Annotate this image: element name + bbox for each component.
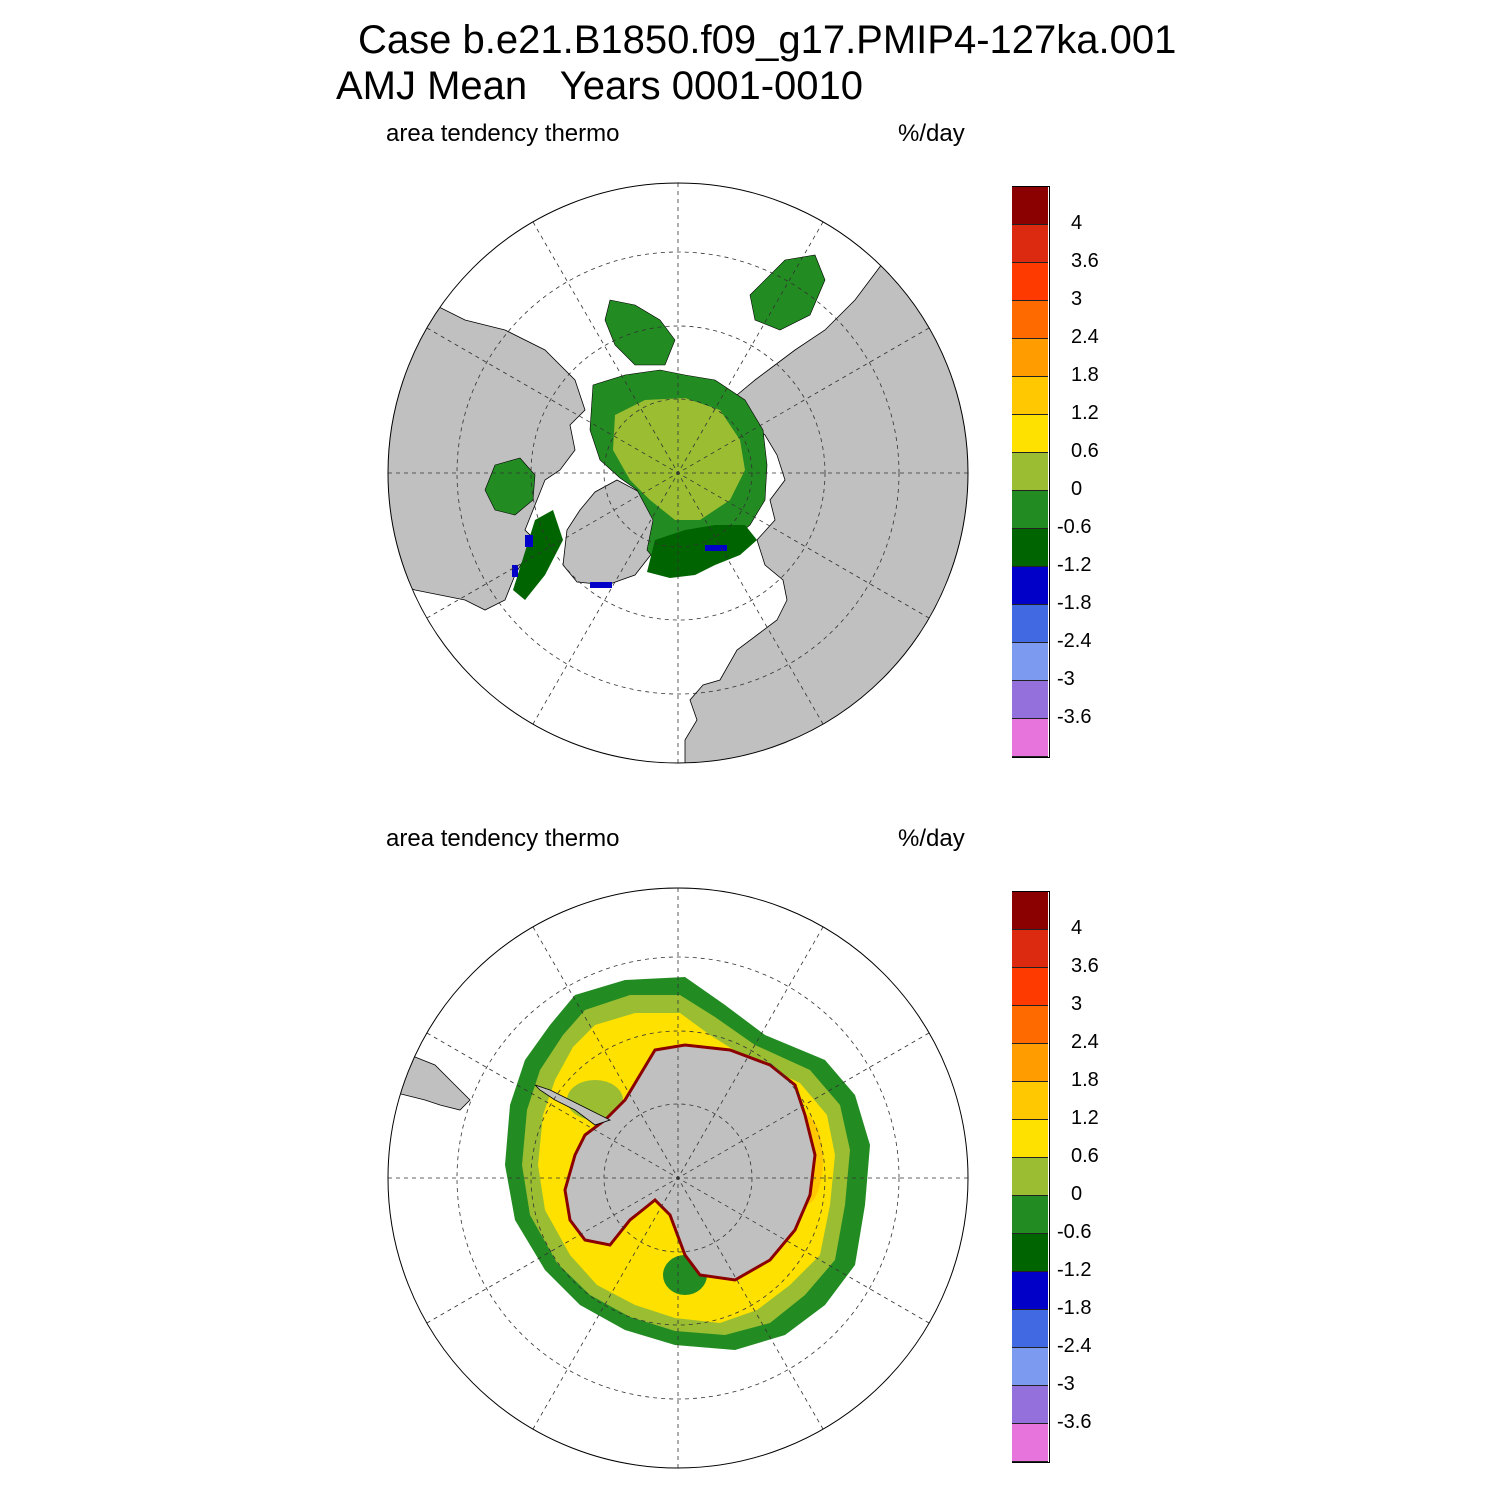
north-colorbar-swatch-11 [1012, 605, 1048, 643]
south-colorbar-swatch-14 [1012, 1424, 1048, 1462]
north-colorbar-label-0: 4 [1071, 212, 1083, 234]
south-colorbar-swatch-5 [1012, 1082, 1048, 1120]
north-colorbar-label-9: -1.2 [1057, 554, 1092, 576]
south-colorbar-swatch-8 [1012, 1196, 1048, 1234]
south-colorbar-label-0: 4 [1071, 917, 1083, 939]
north-colorbar-label-12: -3 [1057, 668, 1075, 690]
north-ice-baffin [513, 510, 563, 600]
north-colorbar-swatch-8 [1012, 491, 1048, 529]
south-colorbar-swatch-10 [1012, 1272, 1048, 1310]
south-colorbar-swatch-9 [1012, 1234, 1048, 1272]
north-colorbar-label-1: 3.6 [1071, 250, 1099, 272]
north-colorbar-label-6: 0.6 [1071, 440, 1099, 462]
south-colorbar-swatch-11 [1012, 1310, 1048, 1348]
south-colorbar-label-3: 2.4 [1071, 1031, 1099, 1053]
north-blue-spot-3 [705, 545, 727, 551]
south-colorbar-swatch-12 [1012, 1348, 1048, 1386]
north-colorbar-swatch-9 [1012, 529, 1048, 567]
north-blue-spot-4 [512, 565, 518, 577]
north-colorbar-swatch-7 [1012, 453, 1048, 491]
plot-title-line2: AMJ Mean Years 0001-0010 [336, 64, 864, 108]
south-colorbar-label-2: 3 [1071, 993, 1083, 1015]
south-colorbar-label-8: -0.6 [1057, 1221, 1092, 1243]
north-colorbar-label-13: -3.6 [1057, 706, 1092, 728]
south-colorbar-label-10: -1.8 [1057, 1297, 1092, 1319]
south-colorbar-label-11: -2.4 [1057, 1335, 1092, 1357]
north-land-north-america [388, 289, 586, 611]
north-ice-okhotsk [749, 254, 826, 331]
south-colorbar-label-9: -1.2 [1057, 1259, 1092, 1281]
north-colorbar-swatch-10 [1012, 567, 1048, 605]
north-colorbar-label-5: 1.2 [1071, 402, 1099, 424]
north-ice-interior [613, 398, 745, 520]
north-ice-edge [647, 525, 757, 578]
north-ice-hudson [484, 457, 536, 516]
north-colorbar-swatch-0 [1012, 187, 1048, 225]
north-colorbar-swatch-6 [1012, 415, 1048, 453]
south-colorbar-swatch-4 [1012, 1044, 1048, 1082]
north-colorbar-swatch-14 [1012, 719, 1048, 757]
north-colorbar-swatch-4 [1012, 339, 1048, 377]
north-colorbar-label-11: -2.4 [1057, 630, 1092, 652]
north-colorbar-label-2: 3 [1071, 288, 1083, 310]
north-colorbar-swatch-3 [1012, 301, 1048, 339]
north-polar-map [387, 182, 969, 764]
south-colorbar-swatch-1 [1012, 930, 1048, 968]
north-colorbar-label-3: 2.4 [1071, 326, 1099, 348]
panel-north-units-label: %/day [898, 120, 965, 147]
south-colorbar-swatch-0 [1012, 892, 1048, 930]
south-colorbar-label-5: 1.2 [1071, 1107, 1099, 1129]
north-graticule [388, 183, 968, 763]
south-colorbar-label-13: -3.6 [1057, 1411, 1092, 1433]
north-colorbar-swatch-2 [1012, 263, 1048, 301]
south-colorbar-swatch-6 [1012, 1120, 1048, 1158]
north-map-border [387, 182, 969, 764]
south-graticule [388, 888, 968, 1468]
south-map-border [387, 887, 969, 1469]
south-colorbar-swatch-3 [1012, 1006, 1048, 1044]
panel-north-variable-label: area tendency thermo [386, 120, 620, 147]
north-colorbar-swatch-1 [1012, 225, 1048, 263]
panel-south-units-label: %/day [898, 825, 965, 852]
north-colorbar-swatch-5 [1012, 377, 1048, 415]
south-colorbar-label-4: 1.8 [1071, 1069, 1099, 1091]
north-colorbar-label-4: 1.8 [1071, 364, 1099, 386]
south-land-peninsula [534, 1084, 612, 1126]
panel-south-variable-label: area tendency thermo [386, 825, 620, 852]
south-colorbar-label-7: 0 [1071, 1183, 1083, 1205]
south-colorbar-swatch-2 [1012, 968, 1048, 1006]
south-colorbar-label-12: -3 [1057, 1373, 1075, 1395]
north-blue-spot-1 [525, 535, 533, 547]
north-colorbar-label-10: -1.8 [1057, 592, 1092, 614]
south-colorbar-label-1: 3.6 [1071, 955, 1099, 977]
north-colorbar-swatch-12 [1012, 643, 1048, 681]
north-ice-bering [604, 299, 676, 366]
north-colorbar-label-8: -0.6 [1057, 516, 1092, 538]
south-colorbar-label-6: 0.6 [1071, 1145, 1099, 1167]
south-polar-map [387, 887, 969, 1469]
plot-title-line1: Case b.e21.B1850.f09_g17.PMIP4-127ka.001 [358, 18, 1177, 62]
north-colorbar-label-7: 0 [1071, 478, 1083, 500]
south-colorbar-swatch-7 [1012, 1158, 1048, 1196]
south-colorbar-swatch-13 [1012, 1386, 1048, 1424]
north-blue-spot-2 [590, 582, 612, 588]
north-colorbar-swatch-13 [1012, 681, 1048, 719]
